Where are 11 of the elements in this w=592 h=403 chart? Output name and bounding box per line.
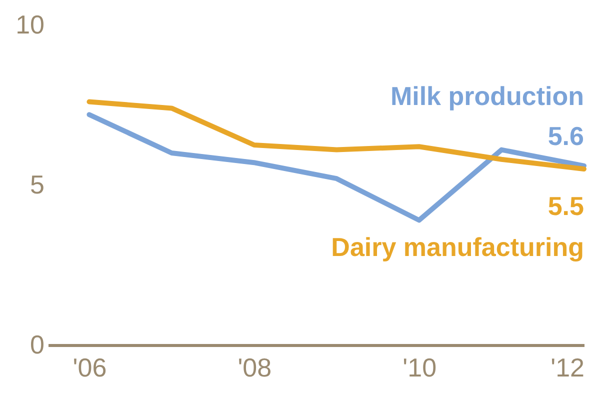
- data-label: 5.5: [548, 191, 584, 221]
- data-label: 5.6: [548, 120, 584, 151]
- y-tick-label: 5: [30, 170, 44, 200]
- x-tick-label: '06: [72, 352, 107, 382]
- x-tick-label: '12: [550, 352, 584, 382]
- text: Milk production: [390, 80, 584, 111]
- text: Dairy manufacturing: [331, 232, 584, 262]
- y-tick-label: 0: [30, 330, 44, 360]
- x-tick-label: '08: [238, 352, 272, 382]
- x-tick-label: '10: [402, 352, 437, 382]
- y-tick-label: 10: [16, 10, 44, 40]
